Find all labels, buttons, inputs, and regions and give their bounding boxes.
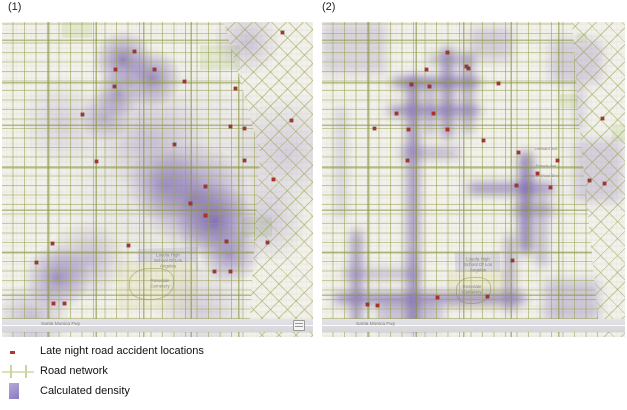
panel1-label: (1) [8,1,22,13]
accident-point [173,143,176,146]
accident-point [153,68,156,71]
accident-point [95,160,98,163]
accident-point [63,302,66,305]
density-swatch-icon [9,383,19,399]
accident-point [114,68,117,71]
accident-point [511,259,514,262]
accident-point [428,85,431,88]
accident-point [467,67,470,70]
accident-point [35,261,38,264]
accident-point [127,244,130,247]
accident-point [113,85,116,88]
accident-point [225,240,228,243]
accident-point [281,31,284,34]
street-label-leeward: Leeward Ave [534,146,558,152]
freeway-band [322,319,625,332]
accident-point [376,304,379,307]
freeway-band [2,319,313,332]
accident-point [243,127,246,130]
accident-point [406,159,409,162]
accident-point [536,172,539,175]
school-label: Loyola High School Of Los Angeles [153,252,183,270]
accident-point [446,128,449,131]
accident-point [290,119,293,122]
accident-point [588,179,591,182]
accident-point [517,151,520,154]
accident-point [234,87,237,90]
accident-point [204,185,207,188]
map-panel-2: Loyola High School Of Los Angeles Roseda… [322,22,625,337]
accident-point [133,50,136,53]
accident-point [204,214,207,217]
accident-point [515,184,518,187]
accident-point [366,303,369,306]
panel2-label: (2) [322,1,336,13]
legend-accidents-label: Late night road accident locations [40,345,204,357]
map-panel-1: Loyola High School Of Los Angeles Roseda… [2,22,313,337]
accident-point [446,51,449,54]
accident-point [436,296,439,299]
accident-point [482,139,485,142]
accident-point [395,112,398,115]
accident-points-layer-panel2 [322,22,625,337]
accident-point [51,242,54,245]
freeway-label: Santa Monica Fwy [356,321,396,327]
accident-point [81,113,84,116]
attribution-icon [293,320,305,331]
road-network-marker-icon [2,365,34,379]
accident-point [556,159,559,162]
accident-point [497,82,500,85]
accident-point [373,127,376,130]
accident-point [229,125,232,128]
accident-point [266,241,269,244]
accident-point [465,65,468,68]
accident-point [183,80,186,83]
road-network-grid [322,22,600,337]
accident-point [189,202,192,205]
accident-point [410,83,413,86]
accident-point [52,302,55,305]
accident-points-layer-panel1 [2,22,313,337]
legend-road-label: Road network [40,365,108,377]
accident-point [603,182,606,185]
accident-point [601,117,604,120]
accident-point-marker-icon [10,351,15,354]
freeway-label: Santa Monica Fwy [41,321,81,327]
accident-point [243,159,246,162]
cemetery-label: Rosedale Cemetery [462,284,482,296]
legend-density-label: Calculated density [40,385,130,397]
legend: Late night road accident locations Road … [0,337,330,410]
accident-point [272,178,275,181]
street-label-wood: James M Wood Blvd [522,173,560,179]
accident-point [432,112,435,115]
school-label: Loyola High School Of Los Angeles [463,256,493,274]
street-label-francis: Francis Ave [535,163,557,169]
accident-point [425,68,428,71]
accident-point [549,186,552,189]
accident-point [229,270,232,273]
cemetery-label: Rosedale Cemetery [150,278,170,290]
road-network-grid [2,22,260,337]
accident-point [213,270,216,273]
accident-point [486,295,489,298]
accident-point [407,128,410,131]
